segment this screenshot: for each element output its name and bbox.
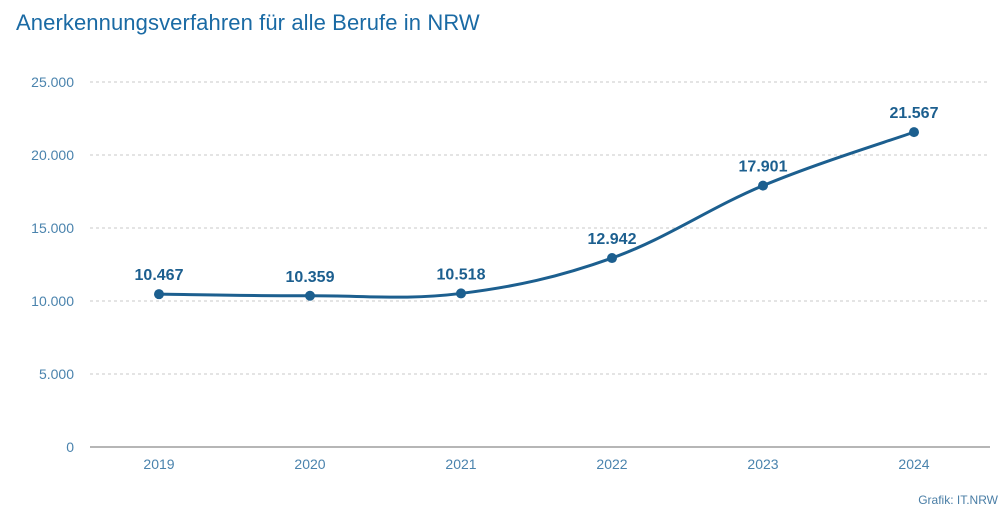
x-tick-label: 2021 [445, 456, 476, 472]
data-label: 17.901 [739, 159, 788, 176]
x-tick-label: 2023 [747, 456, 778, 472]
x-tick-label: 2020 [294, 456, 325, 472]
data-point [758, 180, 768, 191]
data-label: 10.359 [286, 269, 335, 286]
x-axis-ticks: 2019 2020 2021 2022 2023 2024 [143, 456, 929, 472]
y-tick-label: 20.000 [31, 147, 74, 163]
y-tick-label: 5.000 [39, 366, 74, 382]
y-tick-label: 15.000 [31, 220, 74, 236]
data-labels: 10.467 10.359 10.518 12.942 17.901 21.567 [135, 105, 939, 286]
data-point [305, 290, 315, 301]
y-tick-label: 10.000 [31, 293, 74, 309]
data-label: 21.567 [890, 105, 939, 122]
y-tick-label: 25.000 [31, 74, 74, 90]
y-tick-label: 0 [66, 439, 74, 455]
data-label: 10.467 [135, 267, 184, 284]
x-tick-label: 2022 [596, 456, 627, 472]
chart-title: Anerkennungsverfahren für alle Berufe in… [16, 10, 480, 35]
source-credit: Grafik: IT.NRW [918, 493, 998, 507]
x-tick-label: 2024 [898, 456, 929, 472]
y-axis-ticks: 0 5.000 10.000 15.000 20.000 25.000 [31, 74, 74, 455]
x-tick-label: 2019 [143, 456, 174, 472]
data-point [909, 127, 919, 138]
data-point [607, 253, 617, 264]
data-point [154, 289, 164, 300]
series-line [157, 130, 916, 299]
gridlines [90, 81, 990, 448]
series [154, 127, 919, 301]
data-label: 12.942 [588, 231, 637, 248]
data-point [456, 288, 466, 299]
data-label: 10.518 [437, 266, 486, 283]
